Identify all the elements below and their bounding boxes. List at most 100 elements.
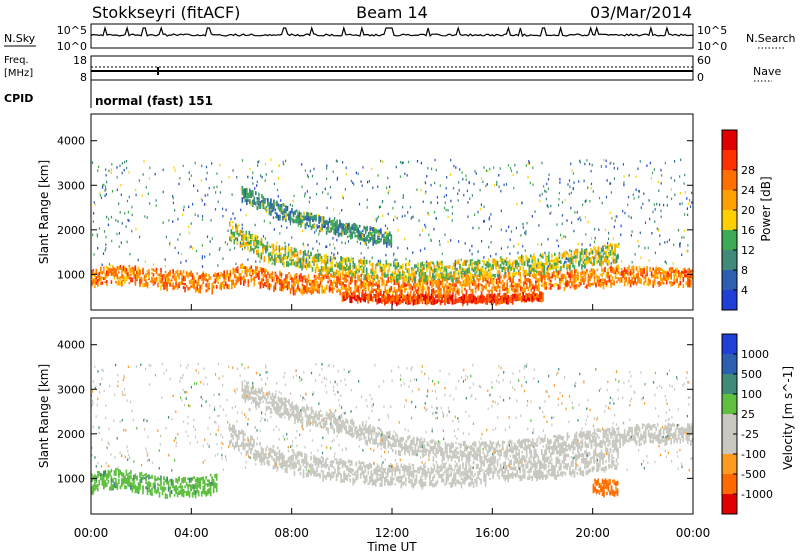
power-cell: [571, 169, 573, 172]
power-cell: [289, 210, 292, 215]
power-cell: [557, 244, 560, 248]
power-cell: [427, 263, 430, 270]
power-cell: [538, 283, 540, 290]
power-cell: [173, 273, 176, 279]
power-cell: [240, 208, 242, 212]
power-cell: [388, 299, 391, 303]
power-cell: [471, 194, 473, 197]
power-cell: [574, 285, 576, 290]
power-cell: [193, 184, 195, 187]
power-cell: [267, 278, 269, 284]
power-cell: [643, 192, 645, 195]
power-cell: [558, 191, 560, 195]
power-cell: [684, 173, 686, 177]
power-cell: [614, 258, 616, 264]
power-cell: [247, 241, 249, 247]
power-cell: [128, 171, 130, 174]
power-cell: [262, 283, 265, 288]
power-cell: [137, 275, 140, 279]
power-cell: [325, 245, 327, 249]
power-cell: [455, 283, 457, 288]
power-cell: [329, 243, 331, 246]
power-cell: [370, 294, 372, 301]
power-cell: [441, 260, 443, 264]
power-cell: [579, 257, 582, 263]
power-cell: [403, 273, 406, 277]
power-cell: [664, 241, 666, 244]
power-cell: [656, 281, 659, 285]
power-cell: [242, 233, 245, 240]
power-cell: [561, 201, 564, 204]
freq-label: Freq.: [4, 55, 29, 66]
power-cell: [173, 166, 175, 169]
power-cell: [490, 241, 492, 244]
power-cell: [688, 270, 691, 274]
power-cell: [543, 185, 545, 188]
power-cell: [215, 191, 217, 194]
power-cell: [355, 295, 357, 299]
power-cell: [439, 184, 441, 187]
power-cell: [215, 285, 218, 289]
power-cell: [485, 169, 488, 172]
power-cell: [450, 288, 453, 291]
power-cell: [107, 272, 110, 277]
power-cell: [489, 273, 491, 279]
power-cell: [317, 249, 319, 252]
power-cell: [563, 265, 565, 269]
power-cell: [342, 161, 344, 164]
power-cell: [559, 181, 561, 184]
power-cell: [431, 288, 433, 293]
power-cell: [247, 282, 250, 288]
power-cell: [360, 285, 362, 289]
power-cell: [662, 282, 665, 285]
power-cell: [402, 294, 404, 299]
power-cell: [266, 198, 268, 201]
power-cell: [477, 282, 480, 288]
power-cell: [250, 195, 253, 199]
power-cell: [575, 274, 578, 277]
power-cell: [500, 281, 502, 285]
power-cell: [465, 299, 467, 303]
power-cell: [269, 257, 272, 262]
power-cell: [361, 269, 363, 274]
power-cell: [326, 177, 328, 180]
power-cell: [479, 283, 481, 286]
power-cell: [487, 298, 490, 303]
power-cell: [262, 273, 265, 279]
power-cell: [579, 161, 581, 164]
power-cell: [683, 236, 685, 239]
power-cell: [134, 274, 137, 280]
power-cell: [429, 271, 431, 278]
power-cell: [690, 273, 692, 279]
power-cell: [421, 294, 424, 298]
power-cell: [384, 288, 387, 293]
power-cell: [302, 242, 304, 246]
power-cell: [252, 271, 254, 276]
power-cell: [380, 276, 382, 280]
power-cell: [348, 283, 350, 288]
power-cell: [238, 275, 241, 279]
power-cell: [253, 197, 256, 203]
power-cell: [520, 254, 523, 258]
power-cell: [124, 266, 126, 272]
power-cell: [353, 183, 355, 186]
power-cell: [496, 299, 499, 305]
power-cell: [638, 244, 640, 248]
power-cell: [316, 224, 318, 227]
power-cell: [306, 288, 308, 294]
power-cell: [434, 158, 436, 162]
power-cell: [489, 293, 491, 298]
power-cell: [349, 230, 351, 233]
power-cell: [138, 179, 140, 182]
power-cell: [458, 279, 460, 284]
power-cell: [607, 242, 609, 245]
power-cell: [214, 272, 216, 278]
power-cell: [383, 233, 385, 239]
velocity-cell: [229, 426, 231, 432]
power-cell: [536, 285, 539, 291]
power-cell: [349, 235, 352, 240]
power-cell: [184, 276, 186, 281]
power-cell: [670, 267, 672, 270]
power-cell: [262, 198, 265, 205]
power-cell: [250, 245, 252, 252]
